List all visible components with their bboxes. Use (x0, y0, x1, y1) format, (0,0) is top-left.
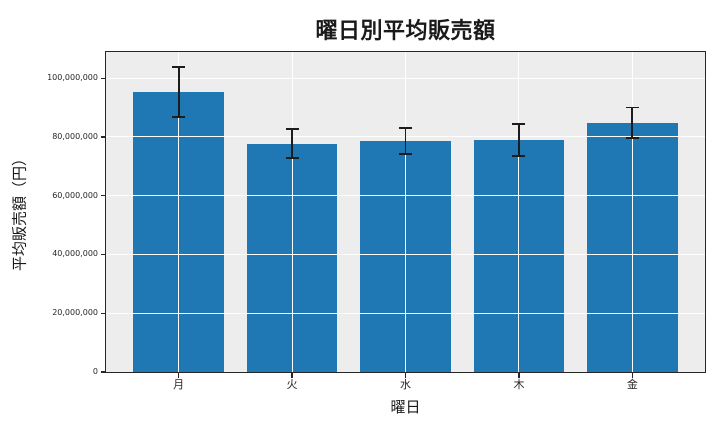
error-bar-line (291, 128, 293, 159)
x-tick-label: 金 (626, 378, 638, 391)
y-tick-label: 60,000,000 (52, 190, 98, 200)
error-bar-cap (172, 116, 186, 119)
y-tick-mark (100, 253, 105, 256)
y-tick-mark (100, 77, 105, 79)
y-tick-label: 20,000,000 (52, 308, 98, 318)
x-tick-mark (178, 373, 180, 378)
v-gridline (518, 52, 520, 372)
error-bar-line (404, 127, 407, 154)
y-tick-mark (100, 371, 105, 373)
x-tick-mark (404, 373, 407, 378)
y-tick-mark (100, 195, 105, 197)
error-bar-line (518, 123, 520, 156)
error-bar-cap (625, 137, 639, 139)
error-bar-cap (512, 123, 526, 125)
error-bar-cap (172, 66, 186, 69)
x-axis-label: 曜日 (390, 398, 421, 416)
x-tick-mark (631, 373, 633, 378)
y-tick-label: 100,000,000 (47, 73, 98, 83)
x-tick-label: 火 (286, 378, 298, 391)
y-tick-mark (100, 312, 105, 314)
v-gridline (178, 52, 180, 372)
chart-title: 曜日別平均販売額 (315, 19, 496, 44)
error-bar-cap (512, 154, 526, 157)
y-tick-label: 40,000,000 (52, 249, 98, 259)
error-bar-cap (285, 128, 299, 130)
y-tick-label: 0 (92, 367, 98, 376)
x-tick-mark (291, 373, 293, 378)
x-tick-label: 木 (513, 378, 525, 391)
x-tick-mark (518, 373, 520, 378)
x-tick-label: 水 (400, 378, 411, 391)
y-tick-mark (100, 136, 105, 138)
error-bar-line (177, 67, 180, 118)
v-gridline (405, 52, 406, 372)
plot-area (106, 52, 705, 372)
x-tick-label: 月 (173, 378, 185, 391)
error-bar-cap (285, 157, 299, 160)
v-gridline (291, 52, 293, 372)
error-bar-cap (625, 106, 639, 109)
v-gridline (631, 52, 633, 372)
error-bar-cap (399, 126, 412, 129)
y-tick-label: 80,000,000 (52, 131, 98, 141)
errorbars-layer (106, 52, 705, 372)
error-bar-cap (399, 152, 412, 155)
error-bar-line (631, 107, 634, 139)
